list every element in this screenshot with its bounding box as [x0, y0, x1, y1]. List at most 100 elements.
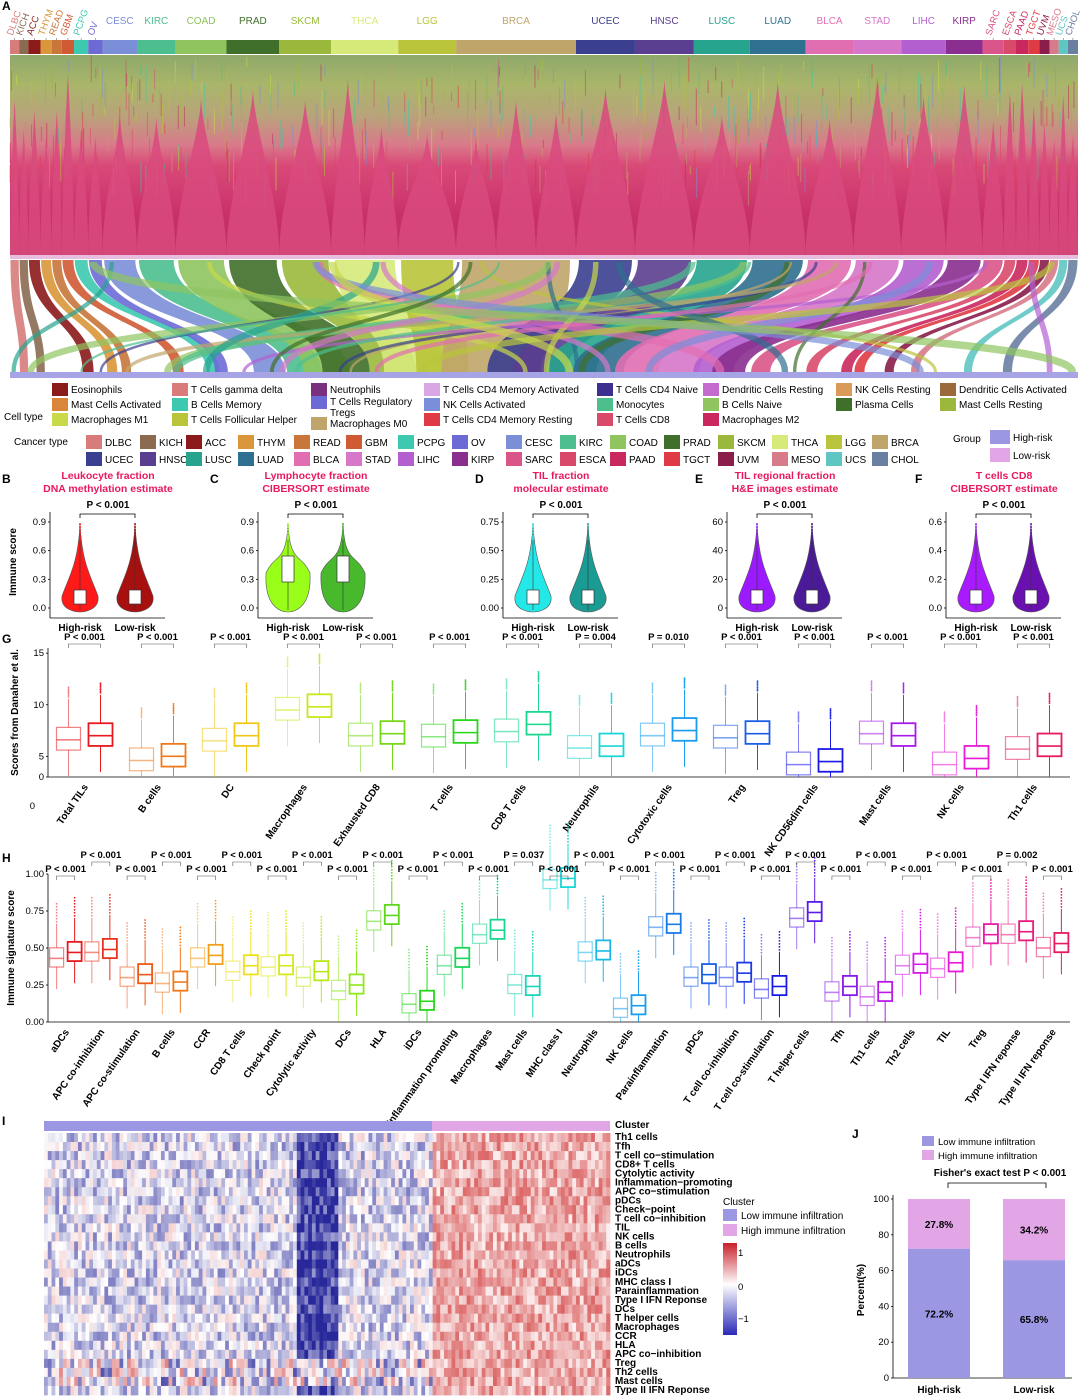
heatmap-cell [266, 1142, 271, 1152]
heatmap-cell [164, 1205, 169, 1215]
heatmap-cell [459, 1133, 464, 1143]
outlier [743, 929, 746, 932]
legend-swatch [560, 452, 576, 466]
heatmap-cell [134, 1250, 139, 1260]
heatmap-cell [549, 1133, 554, 1143]
outlier [1025, 888, 1028, 890]
outlier [372, 877, 375, 880]
heatmap-cell [251, 1196, 256, 1206]
heatmap-cell [572, 1250, 577, 1260]
heatmap-cell [557, 1268, 562, 1278]
heatmap-cell [225, 1232, 230, 1242]
heatmap-cell [85, 1205, 90, 1215]
outlier [654, 871, 657, 874]
p-value: P < 0.001 [715, 850, 756, 861]
outlier [829, 712, 832, 715]
heatmap-cell [481, 1133, 486, 1143]
outlier [1025, 894, 1028, 896]
heatmap-cell [534, 1259, 539, 1269]
heatmap-cell [206, 1214, 211, 1224]
heatmap-cell [432, 1169, 437, 1179]
box [306, 693, 333, 718]
heatmap-cell [247, 1169, 252, 1179]
heatmap-cell [228, 1241, 234, 1251]
heatmap-cell [594, 1268, 600, 1278]
p-value: P < 0.001 [87, 500, 130, 511]
heatmap-cell [104, 1223, 109, 1233]
heatmap-cell [477, 1187, 483, 1197]
heatmap-cell [523, 1277, 528, 1287]
heatmap-cell [304, 1223, 309, 1233]
heatmap-cell [47, 1277, 52, 1287]
heatmap-cell [606, 1232, 611, 1242]
box [1053, 932, 1070, 954]
heatmap-cell [153, 1223, 158, 1233]
legend-label: DLBC [105, 438, 132, 449]
heatmap-cell [489, 1286, 494, 1297]
heatmap-cell [500, 1160, 505, 1170]
outlier [1048, 699, 1051, 701]
heatmap-cell [591, 1268, 596, 1278]
heatmap-cell [55, 1169, 60, 1179]
heatmap-cell [183, 1277, 188, 1287]
heatmap-cell [485, 1196, 490, 1206]
heatmap-cell [443, 1268, 449, 1278]
heatmap-cell [206, 1223, 211, 1233]
heatmap-cell [413, 1160, 418, 1170]
heatmap-cell [225, 1241, 230, 1251]
heatmap-cell [568, 1241, 573, 1251]
outlier [426, 951, 428, 954]
heatmap-cell [108, 1151, 113, 1161]
tick-label: 0.50 [481, 546, 500, 557]
heatmap-cell [213, 1277, 218, 1287]
heatmap-cell [383, 1142, 388, 1152]
heatmap-cell [323, 1196, 328, 1206]
fraction-shape [1067, 134, 1078, 255]
outlier [866, 956, 869, 959]
bracket [798, 643, 831, 648]
heatmap-cell [55, 1178, 60, 1188]
outlier [975, 538, 977, 540]
heatmap-cell [542, 1286, 547, 1297]
ribbon [19, 260, 45, 372]
heatmap-cell [47, 1196, 52, 1206]
outlier [337, 944, 340, 947]
heatmap-cell [576, 1214, 581, 1224]
heatmap-cell [153, 1142, 158, 1152]
heatmap-cell [462, 1169, 468, 1179]
heatmap-cell [194, 1286, 200, 1297]
heatmap-cell [327, 1133, 332, 1143]
legend-swatch [664, 452, 680, 466]
tick-label: 0.2 [929, 574, 942, 585]
outlier [672, 877, 675, 880]
legend-label: UCEC [105, 455, 133, 466]
cancer-label: LIHC [912, 16, 935, 27]
heatmap-cell [489, 1295, 494, 1306]
heatmap-cell [500, 1214, 505, 1224]
outlier [578, 697, 581, 700]
heatmap-cell [428, 1178, 434, 1188]
heatmap-cell [413, 1295, 418, 1306]
heatmap-cell [130, 1277, 135, 1287]
heatmap-cell [542, 1232, 547, 1242]
heatmap-cell [266, 1277, 271, 1287]
heatmap-cell [432, 1151, 437, 1161]
heatmap-cell [481, 1178, 486, 1188]
heatmap-cell [568, 1286, 573, 1297]
p-value: P < 0.001 [186, 864, 227, 875]
tick-label: 1.00 [26, 869, 45, 880]
heatmap-cell [493, 1187, 498, 1197]
box [454, 946, 471, 968]
outlier [683, 686, 686, 689]
heatmap-cell [515, 1295, 520, 1306]
heatmap-cell [296, 1169, 301, 1179]
heatmap-cell [560, 1259, 566, 1269]
heatmap-cell [583, 1178, 588, 1188]
heatmap-cell [360, 1259, 366, 1269]
heatmap-cell [530, 1169, 535, 1179]
bracket [831, 875, 851, 880]
box [526, 589, 540, 605]
heatmap-cell [243, 1214, 249, 1224]
heatmap-cell [164, 1250, 169, 1260]
heatmap-cell [289, 1241, 294, 1251]
